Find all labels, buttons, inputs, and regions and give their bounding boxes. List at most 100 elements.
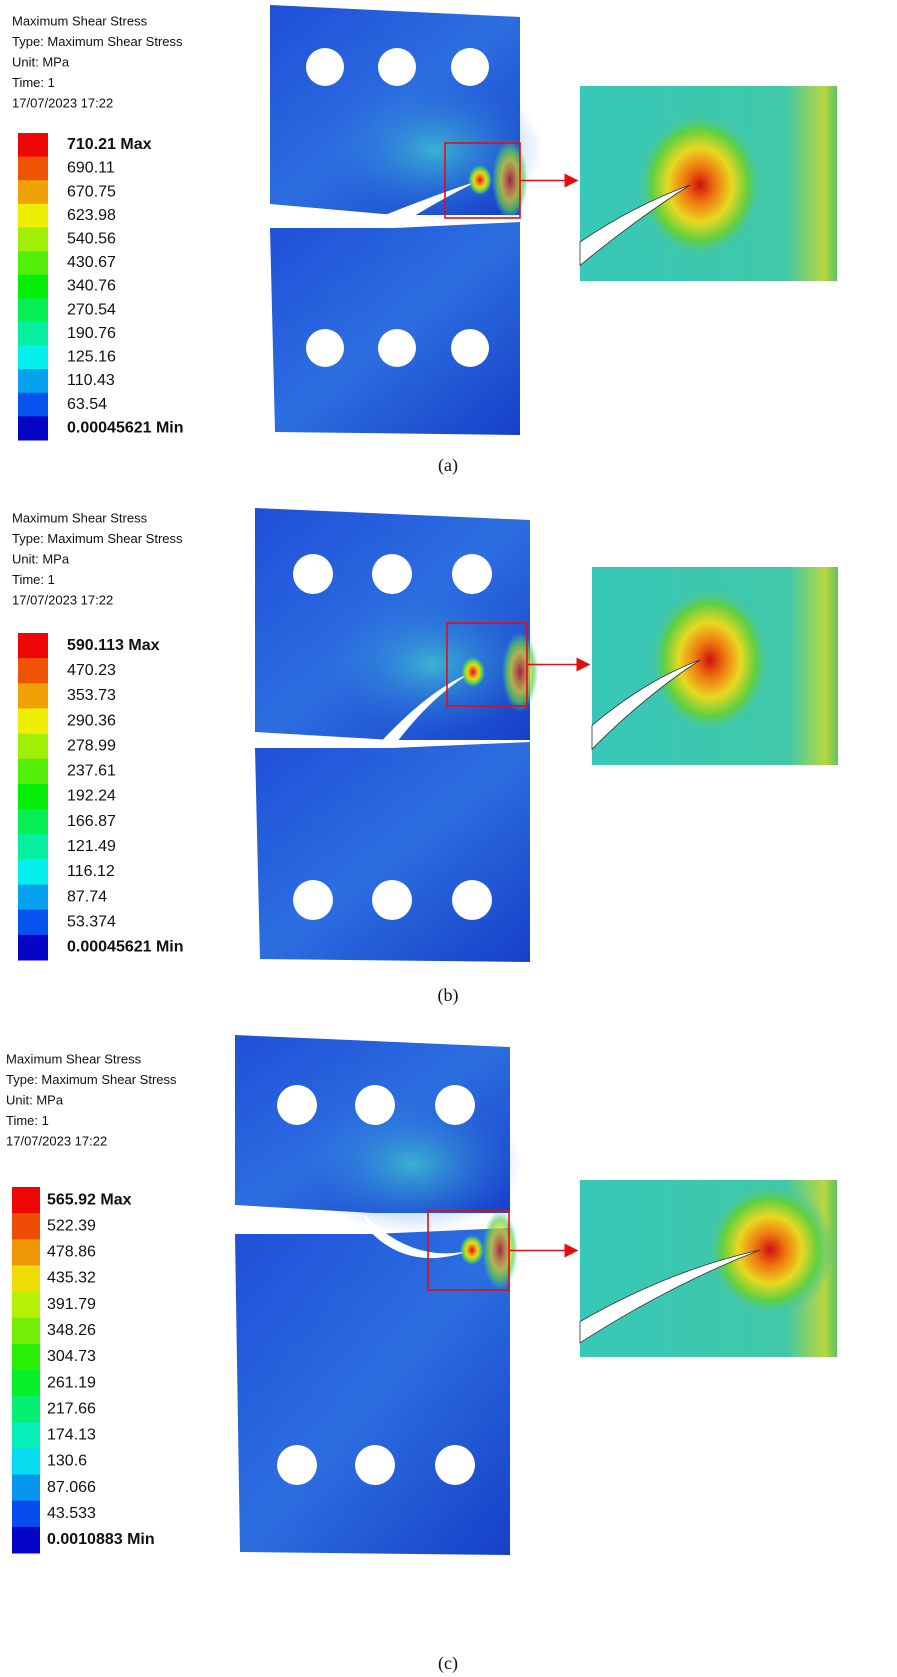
hotspot bbox=[461, 657, 485, 687]
plate-bottom bbox=[255, 742, 530, 962]
legend-swatch bbox=[18, 734, 48, 760]
legend-header: Unit: MPa bbox=[6, 1092, 64, 1107]
legend-swatch bbox=[12, 1370, 40, 1397]
legend-label: 0.00045621 Min bbox=[67, 939, 184, 956]
legend-swatch bbox=[18, 204, 48, 228]
legend-label: 522.39 bbox=[47, 1217, 96, 1234]
legend-label: 0.0010883 Min bbox=[47, 1531, 155, 1548]
bolt-hole bbox=[372, 554, 412, 594]
bolt-hole bbox=[451, 329, 489, 367]
legend-header: 17/07/2023 17:22 bbox=[12, 592, 113, 607]
legend-swatch bbox=[18, 251, 48, 275]
legend-label: 290.36 bbox=[67, 712, 116, 729]
bolt-hole bbox=[452, 554, 492, 594]
legend-label: 590.113 Max bbox=[67, 637, 160, 654]
plate-bottom bbox=[270, 222, 520, 435]
bolt-hole bbox=[435, 1445, 475, 1485]
legend-swatch bbox=[18, 346, 48, 370]
legend-label: 304.73 bbox=[47, 1348, 96, 1365]
legend-header: Type: Maximum Shear Stress bbox=[12, 34, 183, 49]
legend-swatch bbox=[18, 935, 48, 961]
legend-label: 340.76 bbox=[67, 278, 116, 295]
legend-swatch bbox=[18, 809, 48, 835]
legend-swatch bbox=[12, 1501, 40, 1528]
legend-swatch bbox=[18, 369, 48, 393]
bolt-hole bbox=[355, 1445, 395, 1485]
legend-swatch bbox=[12, 1265, 40, 1292]
legend-label: 87.74 bbox=[67, 888, 107, 905]
bolt-hole bbox=[355, 1085, 395, 1125]
bolt-hole bbox=[378, 48, 416, 86]
bolt-hole bbox=[378, 329, 416, 367]
legend-label: 710.21 Max bbox=[67, 136, 152, 153]
caption: (a) bbox=[438, 455, 458, 476]
legend-label: 130.6 bbox=[47, 1453, 87, 1470]
legend-label: 190.76 bbox=[67, 325, 116, 342]
legend-label: 540.56 bbox=[67, 230, 116, 247]
legend-swatch bbox=[18, 298, 48, 322]
legend-label: 391.79 bbox=[47, 1296, 96, 1313]
bolt-hole bbox=[306, 48, 344, 86]
legend-swatch bbox=[12, 1396, 40, 1423]
caption: (b) bbox=[438, 985, 459, 1006]
panel: Maximum Shear StressType: Maximum Shear … bbox=[12, 508, 838, 1006]
page: {"panels": [ {"header": ["Maximum Shear … bbox=[0, 0, 897, 1677]
legend-label: 261.19 bbox=[47, 1374, 96, 1391]
legend-label: 43.533 bbox=[47, 1505, 96, 1522]
legend-label: 435.32 bbox=[47, 1270, 96, 1287]
legend-swatch bbox=[12, 1344, 40, 1371]
legend-swatch bbox=[18, 180, 48, 204]
legend-header: Time: 1 bbox=[12, 572, 55, 587]
legend-swatch bbox=[18, 708, 48, 734]
legend-label: 110.43 bbox=[67, 372, 115, 389]
legend-swatch bbox=[12, 1292, 40, 1319]
legend-label: 166.87 bbox=[67, 813, 116, 830]
bolt-hole bbox=[293, 880, 333, 920]
legend-swatch bbox=[18, 759, 48, 785]
legend-swatch bbox=[18, 859, 48, 885]
bolt-hole bbox=[452, 880, 492, 920]
legend-label: 670.75 bbox=[67, 183, 116, 200]
legend-label: 237.61 bbox=[67, 763, 116, 780]
zoom-hotspot bbox=[649, 585, 772, 735]
legend-label: 348.26 bbox=[47, 1322, 96, 1339]
stress-glow bbox=[502, 632, 538, 712]
bolt-hole bbox=[435, 1085, 475, 1125]
legend-label: 174.13 bbox=[47, 1427, 96, 1444]
legend-label: 690.11 bbox=[67, 160, 115, 177]
legend-label: 565.92 Max bbox=[47, 1191, 132, 1208]
legend-header: 17/07/2023 17:22 bbox=[6, 1133, 107, 1148]
legend-label: 353.73 bbox=[67, 687, 116, 704]
legend-swatch bbox=[12, 1187, 40, 1214]
legend-swatch bbox=[18, 227, 48, 251]
bolt-hole bbox=[277, 1445, 317, 1485]
legend-header: Time: 1 bbox=[6, 1113, 49, 1128]
figure: Maximum Shear Stress Type: Maximum Shear … bbox=[0, 0, 897, 1677]
bolt-hole bbox=[306, 329, 344, 367]
bolt-hole bbox=[293, 554, 333, 594]
legend-swatch bbox=[12, 1475, 40, 1502]
legend-label: 116.12 bbox=[67, 863, 115, 880]
zoom-hotspot bbox=[636, 111, 765, 259]
bolt-hole bbox=[372, 880, 412, 920]
legend-swatch bbox=[12, 1318, 40, 1345]
legend-label: 192.24 bbox=[67, 788, 116, 805]
legend-header: Maximum Shear Stress bbox=[12, 13, 148, 28]
legend-label: 470.23 bbox=[67, 662, 116, 679]
legend-swatch bbox=[18, 133, 48, 157]
legend-swatch bbox=[18, 885, 48, 911]
legend-swatch bbox=[18, 834, 48, 860]
legend-swatch bbox=[18, 633, 48, 659]
legend-swatch bbox=[12, 1213, 40, 1240]
hotspot bbox=[468, 165, 492, 195]
panel: Maximum Shear Stress Type: Maximum Shear … bbox=[12, 5, 837, 476]
legend-label: 53.374 bbox=[67, 913, 116, 930]
legend-label: 63.54 bbox=[67, 396, 107, 413]
legend-swatch bbox=[18, 416, 48, 440]
legend-header: Unit: MPa bbox=[12, 551, 70, 566]
legend-swatch bbox=[18, 658, 48, 684]
legend-swatch bbox=[12, 1448, 40, 1475]
legend-label: 278.99 bbox=[67, 737, 116, 754]
legend-swatch bbox=[18, 784, 48, 810]
bolt-hole bbox=[451, 48, 489, 86]
